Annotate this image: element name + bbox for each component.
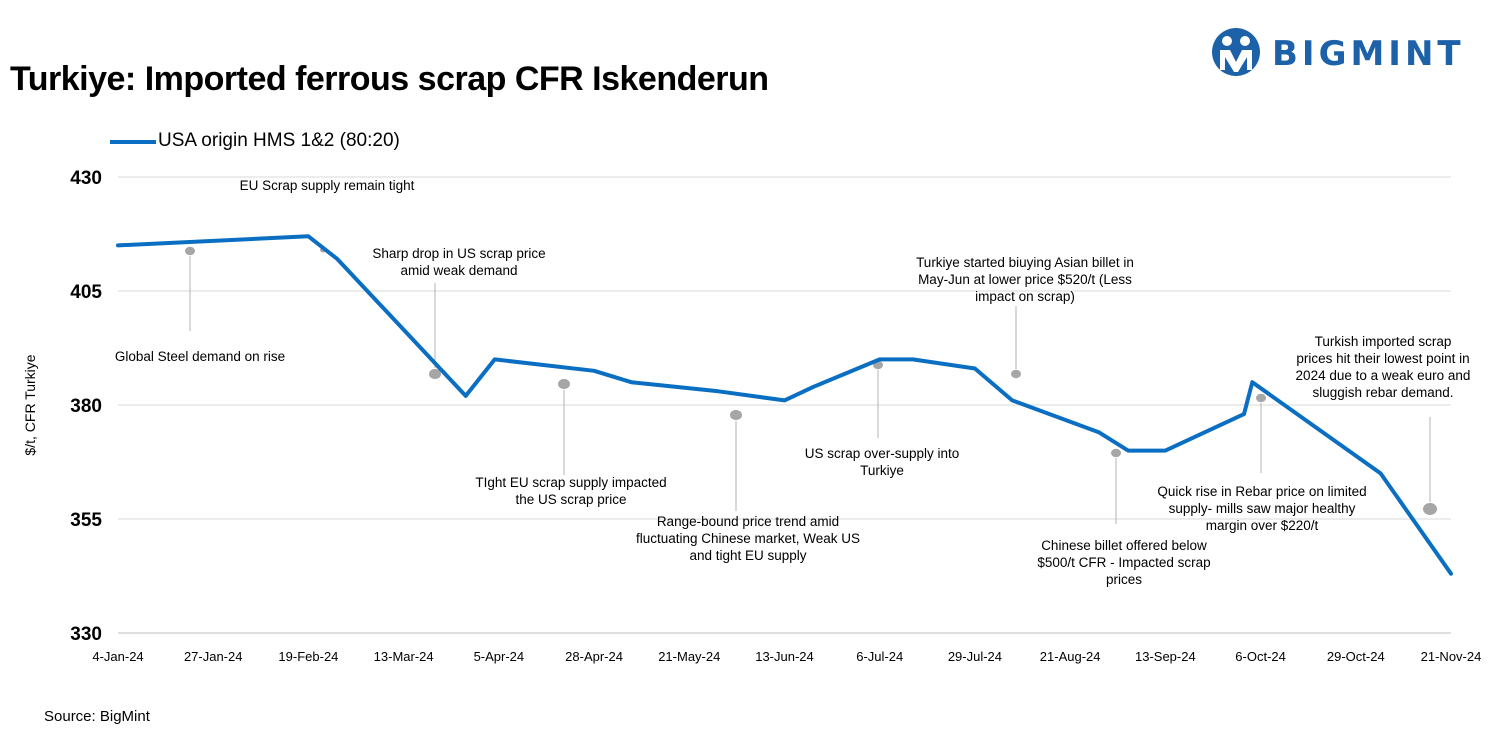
x-tick-label: 4-Jan-24 [92, 649, 143, 664]
annotation-line: Global Steel demand on rise [115, 349, 285, 364]
annotation-line: $500/t CFR - Impacted scrap [1037, 555, 1210, 570]
annotation-marker [1111, 448, 1121, 458]
annotation-line: Turkish imported scrap [1315, 334, 1452, 349]
brand-logo: BIGMINT [1210, 26, 1480, 78]
y-tick-label: 430 [70, 168, 102, 189]
annotation-marker [429, 368, 441, 380]
x-tick-label: 5-Apr-24 [474, 649, 525, 664]
x-tick-label: 19-Feb-24 [278, 649, 338, 664]
y-tick-label: 380 [70, 396, 102, 417]
annotation-text: Quick rise in Rebar price on limited supp… [1157, 484, 1366, 533]
x-tick-label: 29-Oct-24 [1327, 649, 1385, 664]
annotation-line: Range-bound price trend amid [657, 514, 839, 529]
x-tick-label: 6-Oct-24 [1235, 649, 1286, 664]
x-tick-label: 21-Nov-24 [1421, 649, 1482, 664]
annotation-line: impact on scrap) [975, 289, 1075, 304]
annotation-line: prices [1106, 572, 1142, 587]
annotation-marker [1011, 369, 1021, 379]
annotation-line: Turkiye [860, 463, 904, 478]
annotation-line: Turkiye started biuying Asian billet in [916, 255, 1134, 270]
x-tick-label: 13-Sep-24 [1135, 649, 1196, 664]
annotation-line: Sharp drop in US scrap price [372, 246, 545, 261]
annotation-marker [185, 246, 195, 256]
x-tick-label: 29-Jul-24 [948, 649, 1002, 664]
x-tick-label: 28-Apr-24 [565, 649, 623, 664]
annotation-line: supply- mills saw major healthy [1169, 501, 1356, 516]
annotation-line: sluggish rebar demand. [1312, 385, 1453, 400]
annotation-text: Chinese billet offered below $500/t CFR -… [1037, 538, 1210, 587]
annotation-line: the US scrap price [515, 492, 626, 507]
annotation-marker [730, 409, 742, 421]
series-line-usa-hms [116, 234, 1453, 576]
annotation-line: prices hit their lowest point in [1296, 351, 1469, 366]
annotation-text: EU Scrap supply remain tight [240, 178, 415, 193]
annotation-line: US scrap over-supply into [805, 446, 960, 461]
annotation-line: fluctuating Chinese market, Weak US [636, 531, 860, 546]
x-tick-label: 13-Mar-24 [374, 649, 434, 664]
annotation-line: EU Scrap supply remain tight [240, 178, 415, 193]
annotation-line: TIght EU scrap supply impacted [475, 475, 666, 490]
page-title: Turkiye: Imported ferrous scrap CFR Iske… [10, 60, 769, 98]
annotation-marker [1256, 393, 1266, 403]
bigmint-logo-icon [1212, 28, 1260, 76]
annotation-text: US scrap over-supply into Turkiye [805, 446, 960, 478]
x-tick-label: 21-Aug-24 [1040, 649, 1101, 664]
annotation-line: margin over $220/t [1206, 518, 1319, 533]
source-note: Source: BigMint [44, 708, 150, 725]
annotation-line: Quick rise in Rebar price on limited [1157, 484, 1366, 499]
annotation-line: May-Jun at lower price $520/t (Less [918, 272, 1132, 287]
annotation-line: 2024 due to a weak euro and [1296, 368, 1471, 383]
brand-name: BIGMINT [1272, 34, 1465, 74]
annotation-text: Range-bound price trend amid fluctuating … [636, 514, 860, 563]
x-tick-label: 13-Jun-24 [755, 649, 814, 664]
y-tick-label: 355 [70, 510, 102, 531]
annotation-text: Turkiye started biuying Asian billet in M… [916, 255, 1134, 304]
annotation-text: Global Steel demand on rise [115, 349, 285, 364]
legend-label: USA origin HMS 1&2 (80:20) [158, 130, 400, 151]
x-tick-label: 27-Jan-24 [184, 649, 243, 664]
annotation-line: Chinese billet offered below [1041, 538, 1207, 553]
x-tick-label: 6-Jul-24 [856, 649, 903, 664]
annotation-text: Turkish imported scrap prices hit their l… [1296, 334, 1471, 400]
y-tick-label: 405 [70, 282, 102, 303]
legend-line-swatch [110, 140, 156, 144]
annotation-line: amid weak demand [400, 263, 517, 278]
y-tick-label: 330 [70, 624, 102, 645]
annotation-text: TIght EU scrap supply impacted the US scr… [475, 475, 666, 507]
annotation-line: and tight EU supply [689, 548, 806, 563]
y-axis-label: $/t, CFR Turkiye [22, 354, 38, 455]
annotation-marker [558, 378, 570, 390]
annotation-text: Sharp drop in US scrap price amid weak de… [372, 246, 545, 278]
annotation-marker [1423, 503, 1437, 515]
x-tick-label: 21-May-24 [658, 649, 720, 664]
